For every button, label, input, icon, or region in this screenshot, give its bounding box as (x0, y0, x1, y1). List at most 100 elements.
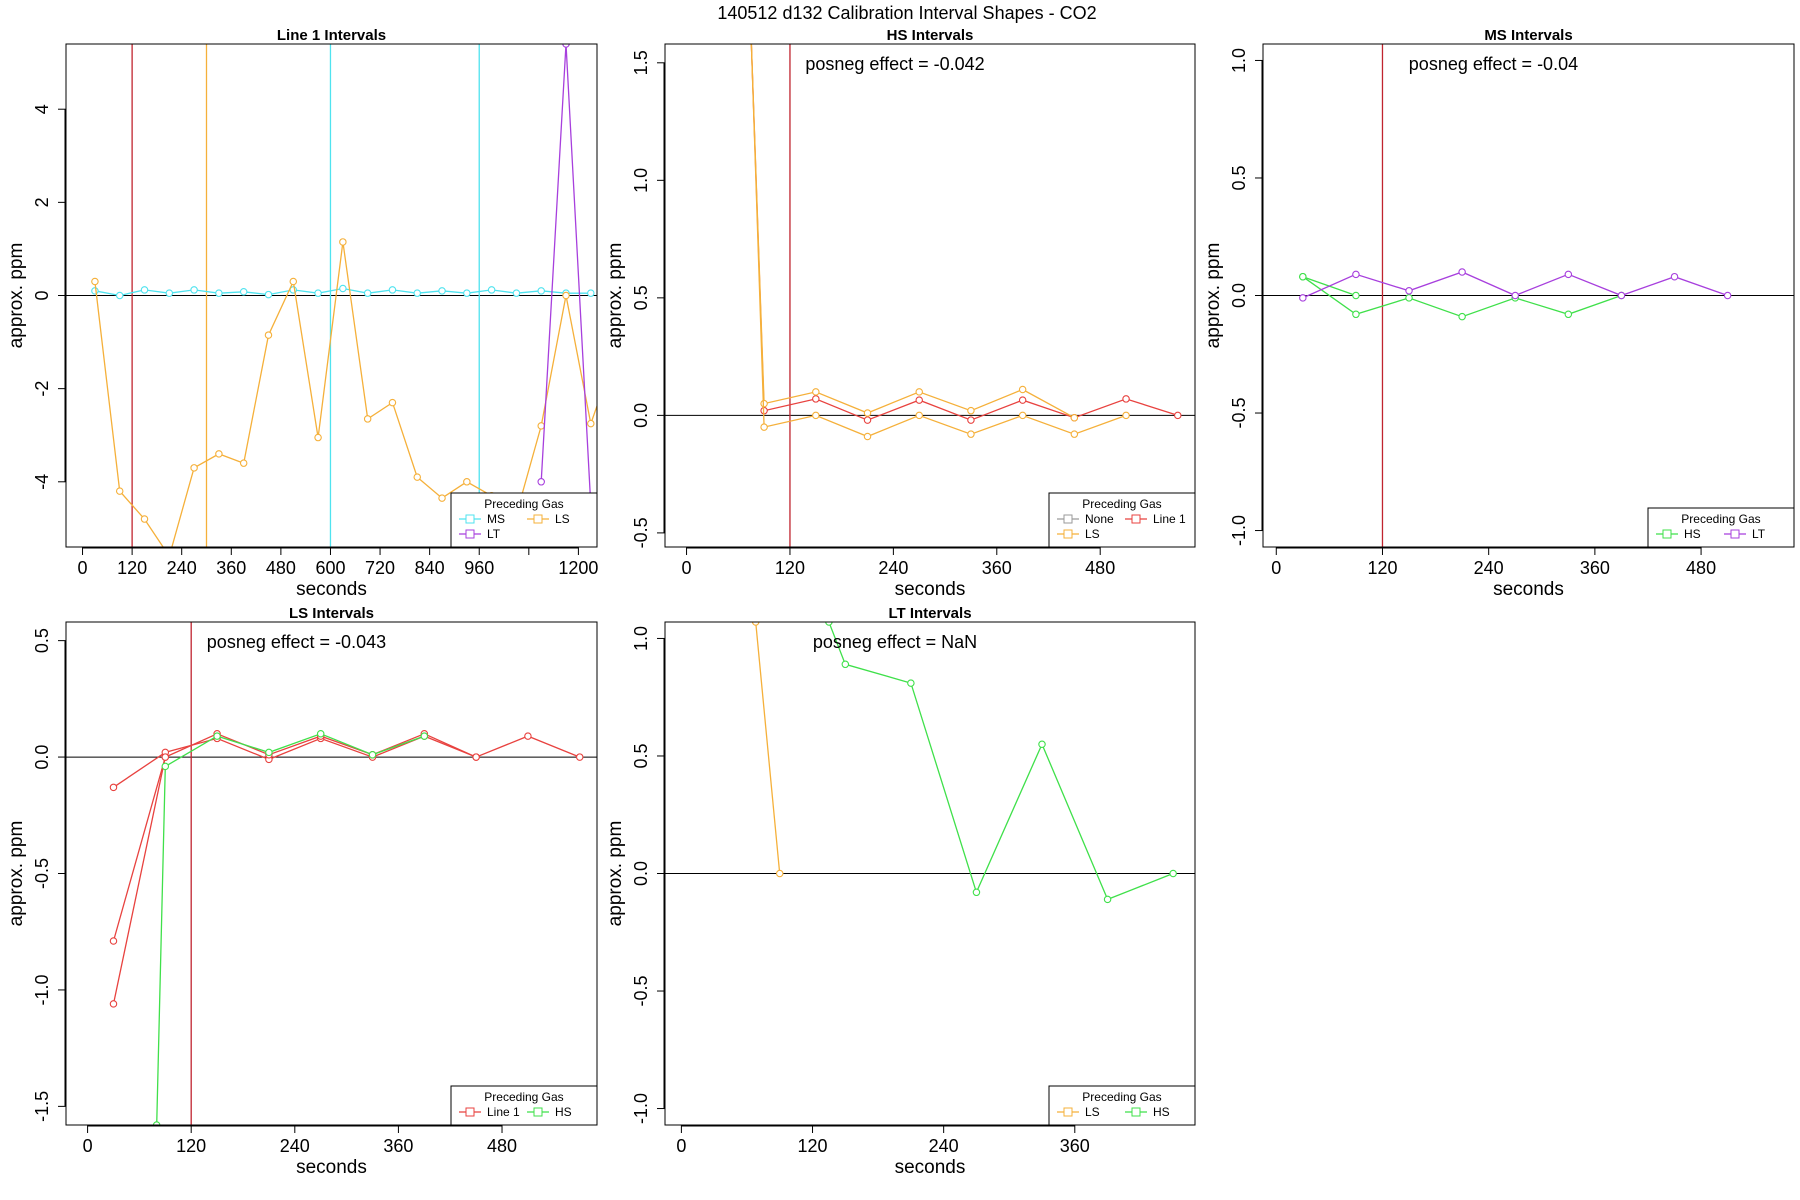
posneg-annotation: posneg effect = -0.043 (207, 632, 386, 652)
legend-swatch (1063, 514, 1073, 524)
y-tick-label: 2 (32, 197, 52, 207)
data-point (1018, 396, 1027, 404)
x-tick-label: 240 (167, 558, 197, 578)
y-axis-label: approx. ppm (6, 243, 27, 349)
y-tick-label: 0.5 (631, 743, 651, 768)
data-point (339, 238, 347, 246)
y-tick-label: -0.5 (631, 976, 651, 1007)
data-point (314, 433, 322, 442)
data-point (1299, 294, 1307, 302)
plot-frame (65, 621, 598, 1126)
x-tick-label: 480 (487, 1136, 517, 1156)
y-axis-label: approx. ppm (605, 243, 626, 349)
legend-item: Line 1 (1125, 512, 1186, 526)
data-point (562, 291, 570, 300)
legend-title: Preceding Gas (1082, 497, 1161, 511)
data-point (91, 277, 99, 286)
legend-item: MS (459, 512, 505, 526)
series-lt (1299, 268, 1732, 302)
series-line (156, 733, 425, 1125)
x-tick-label: 240 (929, 1136, 959, 1156)
x-tick-label: 0 (83, 1136, 93, 1156)
legend-title: Preceding Gas (1681, 512, 1760, 526)
data-point (1038, 740, 1046, 748)
y-axis-label: approx. ppm (6, 821, 27, 927)
y-tick-label: 1.0 (631, 168, 651, 193)
data-point (812, 395, 820, 403)
legend-label: LS (1085, 527, 1100, 541)
data-point (316, 730, 325, 738)
data-point (215, 289, 223, 297)
x-tick-label: 240 (1474, 558, 1504, 578)
x-tick-label: 120 (117, 558, 147, 578)
y-tick-label: -1.5 (32, 1091, 52, 1122)
legend-swatch (533, 1107, 543, 1117)
data-point (1458, 268, 1466, 276)
legend-item: HS (1125, 1105, 1170, 1119)
x-axis-label: seconds (895, 579, 966, 600)
data-point (314, 289, 322, 297)
data-point (190, 464, 198, 472)
y-tick-label: -1.0 (32, 974, 52, 1005)
series-line (1302, 276, 1622, 318)
y-tick-label: 1.0 (1229, 48, 1249, 73)
data-point (1018, 411, 1027, 420)
legend-label: LT (487, 527, 501, 541)
x-tick-label: 360 (1580, 558, 1610, 578)
data-point (760, 423, 768, 431)
data-point (537, 478, 545, 486)
data-point (915, 396, 923, 404)
posneg-annotation: posneg effect = -0.04 (1409, 54, 1578, 74)
x-tick-label: 600 (315, 558, 345, 578)
series-line (112, 756, 166, 942)
data-point (472, 753, 480, 761)
data-point (190, 286, 198, 294)
x-tick-label: 960 (464, 558, 494, 578)
data-point (264, 290, 273, 299)
panel-title: Line 1 Intervals (277, 27, 386, 44)
data-point (537, 422, 545, 430)
series-hs (825, 622, 1177, 904)
legend-item: LT (459, 527, 501, 541)
legend-swatch (1063, 1107, 1073, 1117)
data-point (915, 411, 923, 420)
data-point (512, 289, 521, 297)
x-tick-label: 0 (682, 558, 692, 578)
data-point (600, 385, 606, 391)
data-point (907, 679, 915, 687)
legend-box (450, 492, 598, 548)
series-line (755, 622, 781, 874)
data-point (1458, 312, 1466, 321)
y-tick-label: -4 (32, 474, 52, 490)
y-tick-label: 0.0 (32, 745, 52, 770)
y-tick-label: -0.5 (32, 858, 52, 889)
y-tick-label: -0.5 (631, 517, 651, 548)
legend-item: HS (1656, 527, 1701, 541)
legend-item: LS (1057, 1105, 1100, 1119)
legend-label: LS (1085, 1105, 1100, 1119)
data-point (972, 888, 981, 897)
series-line (750, 44, 1075, 419)
legend-box (1048, 492, 1196, 548)
legend-item: LS (527, 512, 570, 526)
data-point (537, 287, 545, 295)
data-point (1564, 270, 1573, 279)
legend-label: HS (1684, 527, 1701, 541)
data-point (775, 869, 784, 878)
data-point (1174, 411, 1182, 420)
y-tick-label: 0.0 (631, 403, 651, 428)
y-tick-label: -0.5 (1229, 398, 1249, 429)
data-point (825, 622, 833, 626)
legend-swatch (1131, 1107, 1141, 1117)
data-point (967, 430, 975, 438)
data-point (487, 286, 496, 294)
data-point (109, 937, 118, 945)
data-point (1723, 291, 1732, 300)
data-point (265, 748, 273, 757)
legend-item: Line 1 (459, 1105, 520, 1119)
legend-label: LS (555, 512, 570, 526)
x-tick-label: 480 (266, 558, 296, 578)
